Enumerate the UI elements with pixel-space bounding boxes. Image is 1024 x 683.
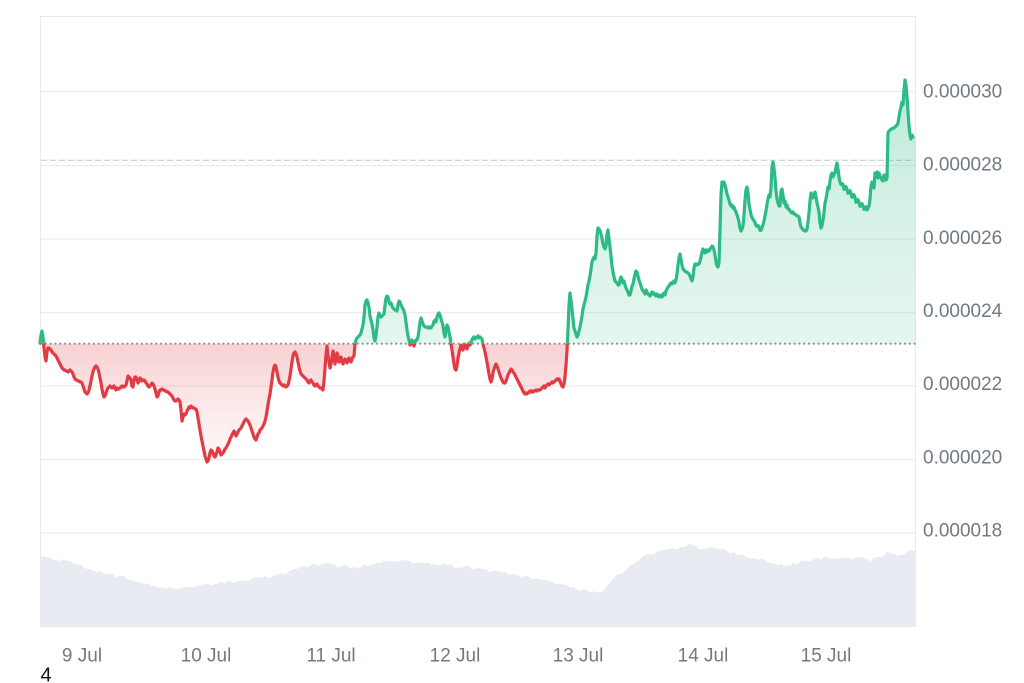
svg-text:11 Jul: 11 Jul	[306, 645, 355, 666]
svg-text:14 Jul: 14 Jul	[678, 645, 729, 666]
svg-text:0.000026: 0.000026	[923, 228, 1002, 249]
svg-text:4: 4	[41, 664, 52, 683]
svg-text:0.000028: 0.000028	[923, 155, 1002, 176]
svg-text:12 Jul: 12 Jul	[430, 645, 481, 666]
svg-text:13 Jul: 13 Jul	[553, 645, 604, 666]
svg-text:15 Jul: 15 Jul	[801, 645, 852, 666]
svg-text:10 Jul: 10 Jul	[181, 645, 232, 666]
svg-text:0.000020: 0.000020	[923, 447, 1002, 468]
svg-text:0.000030: 0.000030	[923, 81, 1002, 102]
svg-text:0.000024: 0.000024	[923, 301, 1003, 322]
svg-text:9 Jul: 9 Jul	[62, 645, 102, 666]
svg-text:0.000018: 0.000018	[923, 521, 1002, 542]
svg-text:0.000022: 0.000022	[923, 374, 1002, 395]
